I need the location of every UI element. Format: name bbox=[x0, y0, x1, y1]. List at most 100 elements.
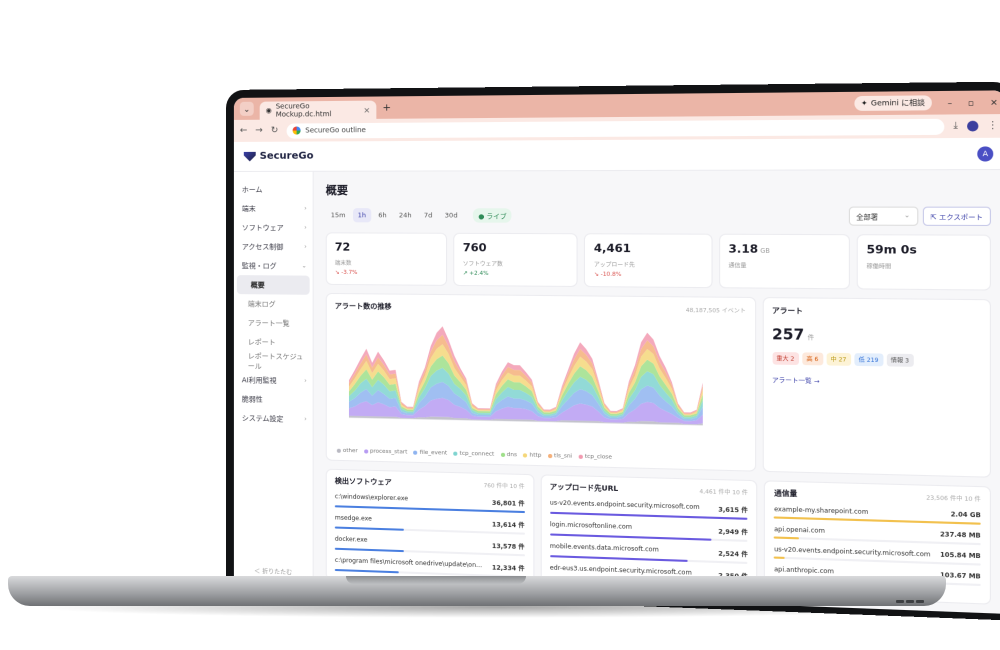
kpi-card: 59m 0s 稼働時間 bbox=[856, 234, 992, 291]
time-range-button[interactable]: 1h bbox=[352, 208, 372, 223]
list-item[interactable]: c:\program files\microsoft onedrive\upda… bbox=[334, 557, 525, 578]
list-item[interactable]: msedge.exe 13,614 件 bbox=[334, 514, 525, 535]
sidebar-item[interactable]: システム設定 › bbox=[234, 408, 313, 429]
list-item[interactable]: docker.exe 13,578 件 bbox=[334, 535, 525, 557]
maximize-icon[interactable]: ▫ bbox=[968, 97, 975, 108]
legend-item: other bbox=[336, 448, 358, 454]
legend-label: tcp_close bbox=[584, 453, 613, 461]
chevron-right-icon: › bbox=[304, 415, 307, 423]
address-bar[interactable]: SecureGo outline bbox=[286, 118, 945, 139]
sidebar-item-label: 脆弱性 bbox=[241, 394, 263, 404]
reload-icon[interactable]: ↻ bbox=[270, 125, 279, 136]
legend-swatch bbox=[413, 450, 418, 455]
list-item-value: 13,578 件 bbox=[492, 542, 525, 552]
list-item[interactable]: us-v20.events.endpoint.security.microsof… bbox=[774, 546, 981, 566]
list-item[interactable]: api.openai.com 237.48 MB bbox=[774, 526, 981, 546]
gemini-label: Gemini に相談 bbox=[870, 98, 925, 108]
laptop-screen-bezel: ⌄ ◉ SecureGo Mockup.dc.html × + ✦ Gemini… bbox=[226, 81, 1000, 621]
tab-favicon-icon: ◉ bbox=[265, 106, 272, 115]
brand-logo[interactable]: SecureGo bbox=[244, 151, 313, 162]
sidebar-subitem[interactable]: レポート bbox=[234, 332, 313, 352]
list-item-name: c:\windows\explorer.exe bbox=[334, 493, 409, 503]
sidebar-subitem-label: アラート一覧 bbox=[247, 318, 290, 328]
sidebar-item[interactable]: 脆弱性 bbox=[234, 389, 313, 410]
kpi-number: 760 bbox=[462, 241, 487, 255]
forward-icon[interactable]: → bbox=[255, 125, 263, 136]
sidebar-item-label: AI利用監視 bbox=[241, 375, 277, 385]
severity-badge[interactable]: 中 27 bbox=[826, 352, 851, 366]
severity-badge[interactable]: 低 219 bbox=[854, 353, 883, 367]
list-item[interactable]: us-v20.events.endpoint.security.microsof… bbox=[549, 499, 748, 520]
address-text: SecureGo outline bbox=[305, 126, 366, 135]
legend-swatch bbox=[523, 453, 528, 458]
area-series-file_event bbox=[348, 380, 703, 422]
legend-label: process_start bbox=[369, 448, 408, 456]
sidebar-item[interactable]: ソフトウェア › bbox=[234, 218, 313, 237]
sidebar-subitem[interactable]: アラート一覧 bbox=[234, 313, 313, 333]
list-item[interactable]: example-my.sharepoint.com 2.04 GB bbox=[774, 506, 981, 525]
live-badge: ● ライブ bbox=[473, 208, 512, 223]
time-range-button[interactable]: 6h bbox=[378, 211, 387, 220]
sidebar-item[interactable]: 端末 › bbox=[234, 199, 313, 218]
list-item[interactable]: mobile.events.data.microsoft.com 2,524 件 bbox=[549, 543, 748, 565]
kpi-label: 端末数 bbox=[334, 260, 352, 267]
sidebar-item[interactable]: 監視・ログ ⌄ bbox=[234, 256, 313, 276]
list-item-value: 103.67 MB bbox=[940, 571, 981, 581]
new-tab-icon[interactable]: + bbox=[382, 101, 392, 114]
department-select[interactable]: 全部署 ⌄ bbox=[848, 206, 918, 226]
export-button[interactable]: ⇱ エクスポート bbox=[922, 206, 991, 227]
kpi-number: 59m 0s bbox=[866, 242, 917, 257]
time-range-button[interactable]: 24h bbox=[398, 211, 412, 220]
legend-swatch bbox=[547, 453, 552, 459]
list-item-bar bbox=[549, 555, 688, 562]
sidebar-subitem[interactable]: レポートスケジュール bbox=[234, 351, 313, 371]
severity-badge[interactable]: 高 6 bbox=[802, 352, 823, 366]
alert-trend-chart bbox=[335, 325, 707, 436]
kpi-number: 4,461 bbox=[593, 241, 631, 256]
close-window-icon[interactable]: ✕ bbox=[990, 97, 998, 108]
list-item-name: docker.exe bbox=[334, 535, 368, 544]
user-avatar[interactable]: A bbox=[977, 145, 994, 162]
minimize-icon[interactable]: – bbox=[947, 97, 953, 108]
sidebar-item[interactable]: アクセス制御 › bbox=[234, 237, 313, 256]
page-title: 概要 bbox=[325, 183, 348, 197]
software-subtitle: 760 件中 10 件 bbox=[483, 483, 525, 491]
list-item-bar bbox=[334, 568, 399, 574]
legend-swatch bbox=[363, 449, 368, 454]
list-item-name: us-v20.events.endpoint.security.microsof… bbox=[549, 499, 700, 512]
browser-menu-icon[interactable]: ⋮ bbox=[987, 120, 998, 132]
list-item[interactable]: login.microsoftonline.com 2,949 件 bbox=[549, 521, 748, 542]
alert-list-link[interactable]: アラート一覧 → bbox=[772, 377, 820, 386]
sidebar-subitem[interactable]: 概要 bbox=[236, 275, 310, 295]
list-item-value: 2,949 件 bbox=[718, 528, 748, 537]
time-range-button[interactable]: 7d bbox=[423, 211, 433, 220]
kpi-label: 通信量 bbox=[728, 263, 747, 270]
legend-swatch bbox=[578, 454, 583, 459]
sidebar-subitem[interactable]: 端末ログ bbox=[234, 294, 313, 314]
gemini-button[interactable]: ✦ Gemini に相談 bbox=[854, 95, 932, 111]
tab-close-icon[interactable]: × bbox=[363, 105, 371, 115]
sidebar-item[interactable]: AI利用監視 › bbox=[234, 370, 313, 391]
kpi-row: 72 端末数 ↘ -3.7% 760 ソフトウェア数 ↗ +2.4% 4,461 アップロード… bbox=[325, 232, 992, 291]
gemini-sparkle-icon: ✦ bbox=[860, 99, 868, 108]
kpi-value: 4,461 bbox=[594, 242, 702, 256]
list-item[interactable]: c:\windows\explorer.exe 36,801 件 bbox=[334, 493, 525, 514]
google-icon bbox=[292, 126, 301, 135]
time-range-button[interactable]: 30d bbox=[444, 211, 458, 220]
traffic-subtitle: 23,506 件中 10 件 bbox=[926, 495, 981, 504]
back-icon[interactable]: ← bbox=[239, 125, 248, 136]
download-icon[interactable]: ⤓ bbox=[953, 120, 958, 132]
severity-badge[interactable]: 重大 2 bbox=[772, 351, 799, 366]
severity-badge[interactable]: 情報 3 bbox=[886, 353, 914, 367]
list-item-name: login.microsoftonline.com bbox=[549, 521, 633, 531]
tab-search-icon[interactable]: ⌄ bbox=[239, 101, 254, 116]
laptop-base bbox=[8, 576, 946, 606]
kpi-delta: ↘ -10.8% bbox=[593, 271, 622, 279]
legend-item: http bbox=[523, 452, 541, 459]
sidebar: ホーム 端末 › ソフトウェア › アクセス制御 › 監視・ログ ⌄ 概要 端末ログアラート一覧レ… bbox=[233, 171, 314, 588]
time-range-button[interactable]: 15m bbox=[330, 211, 346, 220]
browser-tab[interactable]: ◉ SecureGo Mockup.dc.html × bbox=[259, 100, 377, 120]
profile-icon[interactable] bbox=[967, 120, 979, 132]
sidebar-item[interactable]: ホーム bbox=[234, 180, 313, 199]
export-icon: ⇱ bbox=[930, 213, 937, 222]
